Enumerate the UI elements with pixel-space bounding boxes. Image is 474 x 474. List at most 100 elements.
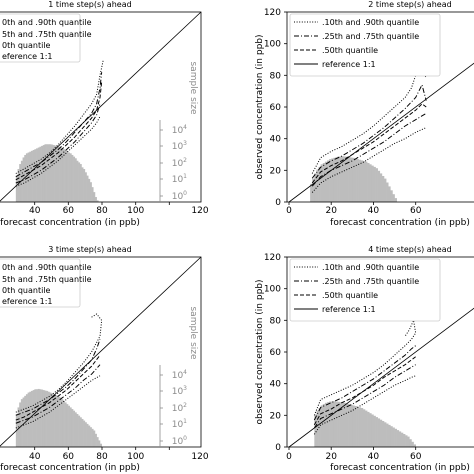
histogram-bar [41,145,44,202]
panel-2-y-tick-label: 120 [264,8,281,18]
series-line-q75 [15,72,103,178]
histogram-bar [20,160,23,202]
histogram-bar [388,186,391,202]
panel-1: 1 time step(s) ahead 40 60 80 100 120 fo… [0,0,209,228]
histogram-bar [371,165,374,202]
histogram-bar [394,428,397,447]
histogram-bar [327,160,330,202]
histogram-bar [52,394,55,447]
histogram-bar [312,178,315,202]
histogram-bar [29,391,32,447]
series-line-q25 [313,364,416,429]
histogram-bar [98,440,101,447]
panel-3-legend: 0th and .90th quantile 5th and .75th qua… [0,258,92,308]
histogram-bar [83,420,86,447]
histogram-bar [91,428,94,447]
histogram-bar [64,402,67,447]
histogram-bar [51,393,54,448]
panel-2: 2 time step(s) ahead 0 20 40 60 80 100 1… [255,0,474,228]
histogram-bar [37,147,40,202]
panel-3-size-axis-label: sample size [188,306,198,359]
histogram-bar [29,151,32,202]
histogram-bar [352,157,355,202]
histogram-bar [96,200,99,202]
histogram-bar [66,150,69,202]
panel-1-reference-line [0,11,202,202]
histogram-bar [354,158,357,202]
series-line-q10 [15,116,101,187]
panel-1-x-axis-label: forecast concentration (in ppb) [0,218,140,228]
histogram-bar [19,164,22,202]
histogram-bar [329,401,332,447]
histogram-bar [32,150,35,203]
panel-1-size-tick: 102 [160,157,187,169]
histogram-bar [84,172,87,202]
series-line-q75 [15,339,101,416]
panel-1-size-tick: 101 [160,173,187,185]
histogram-bar [39,389,42,447]
histogram-bar [47,144,50,202]
panel-3-x-axis-label: forecast concentration (in ppb) [0,463,140,473]
histogram-bar [69,153,72,202]
panel-1-size-axis-label: sample size [188,61,198,114]
panel-3-size-axis: 100 101 102 103 104 sample size [159,306,198,447]
panel-1-histogram [15,144,99,203]
histogram-bar [57,146,60,202]
histogram-bar [377,170,381,202]
histogram-bar [373,166,376,202]
histogram-bar [331,158,334,202]
panel-4-y-tick-label: 20 [270,411,282,421]
histogram-bar [93,192,96,202]
histogram-bar [84,422,87,447]
panel-4-histogram [314,401,416,447]
histogram-bar [360,160,364,202]
histogram-bar [354,406,357,447]
panel-3-reference-line [0,256,202,447]
histogram-bar [79,417,82,447]
histogram-bar [42,390,45,447]
panel-4-y-tick-label: 80 [270,316,282,326]
panel-1-size-tick-label: 102 [172,157,187,169]
panel-1-size-tick-label: 103 [172,140,187,152]
histogram-bar [44,390,47,447]
histogram-bar [56,145,59,202]
histogram-bar [339,402,343,447]
histogram-bar [88,178,91,202]
histogram-bar [381,176,385,202]
histogram-bar [375,168,378,202]
histogram-bar [93,430,96,447]
histogram-bar [341,402,345,447]
panel-3-x-tick-label: 120 [191,452,208,462]
histogram-bar [19,402,22,447]
panel-2-x-tick-label: 40 [368,206,380,216]
histogram-bar [369,164,372,202]
histogram-bar [62,400,65,447]
histogram-bar [68,405,70,447]
panel-4-legend-entry: .25th and .75th quantile [322,277,419,286]
panel-3-size-tick: 102 [160,402,187,414]
histogram-bar [388,424,391,447]
panel-3-size-tick-label: 104 [172,369,187,381]
histogram-bar [61,399,64,447]
histogram-bar [318,408,321,447]
histogram-bar [81,167,84,202]
histogram-bar [51,144,54,202]
histogram-bar [34,389,37,447]
panel-4-y-tick-label: 120 [264,253,281,263]
panel-1-x-tick-label: 120 [191,206,208,216]
histogram-bar [384,178,387,202]
panel-1-plot-frame [0,11,202,203]
histogram-bar [79,164,82,202]
panel-2-x-ticks: 0 20 40 60 [286,202,422,216]
histogram-bar [39,146,42,202]
panel-2-legend-entry: .25th and .75th quantile [322,32,419,41]
panel-1-legend-entry: 0th quantile [2,41,51,50]
histogram-bar [362,161,366,202]
histogram-bar [331,401,334,447]
panel-4-legend: .10th and .90th quantile .25th and .75th… [289,258,441,322]
panel-3-x-tick-label: 40 [29,452,41,462]
histogram-bar [394,198,397,202]
histogram-bar [88,425,91,447]
panel-4-x-tick-label: 40 [368,452,380,462]
panel-4-x-ticks: 0 20 40 60 [286,447,422,462]
